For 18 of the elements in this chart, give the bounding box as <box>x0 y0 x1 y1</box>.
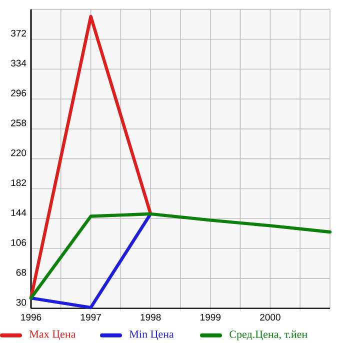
x-tick-label: 1998 <box>140 314 161 320</box>
x-tick-label: 1996 <box>21 314 42 320</box>
legend-label: Сред.Цена, т.йен <box>230 330 308 340</box>
y-tick-label: 144 <box>11 209 26 216</box>
x-tick-label: 2000 <box>260 314 280 320</box>
y-tick-label: 68 <box>16 268 26 276</box>
y-tick-label: 258 <box>11 119 26 126</box>
y-tick-label: 334 <box>10 60 26 66</box>
y-tick-label: 296 <box>11 90 26 96</box>
y-tick-label: 372 <box>10 30 26 36</box>
x-tick-label: 1999 <box>200 314 221 320</box>
y-tick-label: 30 <box>16 298 26 306</box>
legend-label: Max Цена <box>30 330 76 340</box>
x-tick-label: 1997 <box>80 314 101 320</box>
y-tick-label: 182 <box>11 179 26 186</box>
legend-label: Min Цена <box>130 330 174 340</box>
y-tick-label: 220 <box>11 149 26 156</box>
y-tick-label: 106 <box>11 239 26 246</box>
